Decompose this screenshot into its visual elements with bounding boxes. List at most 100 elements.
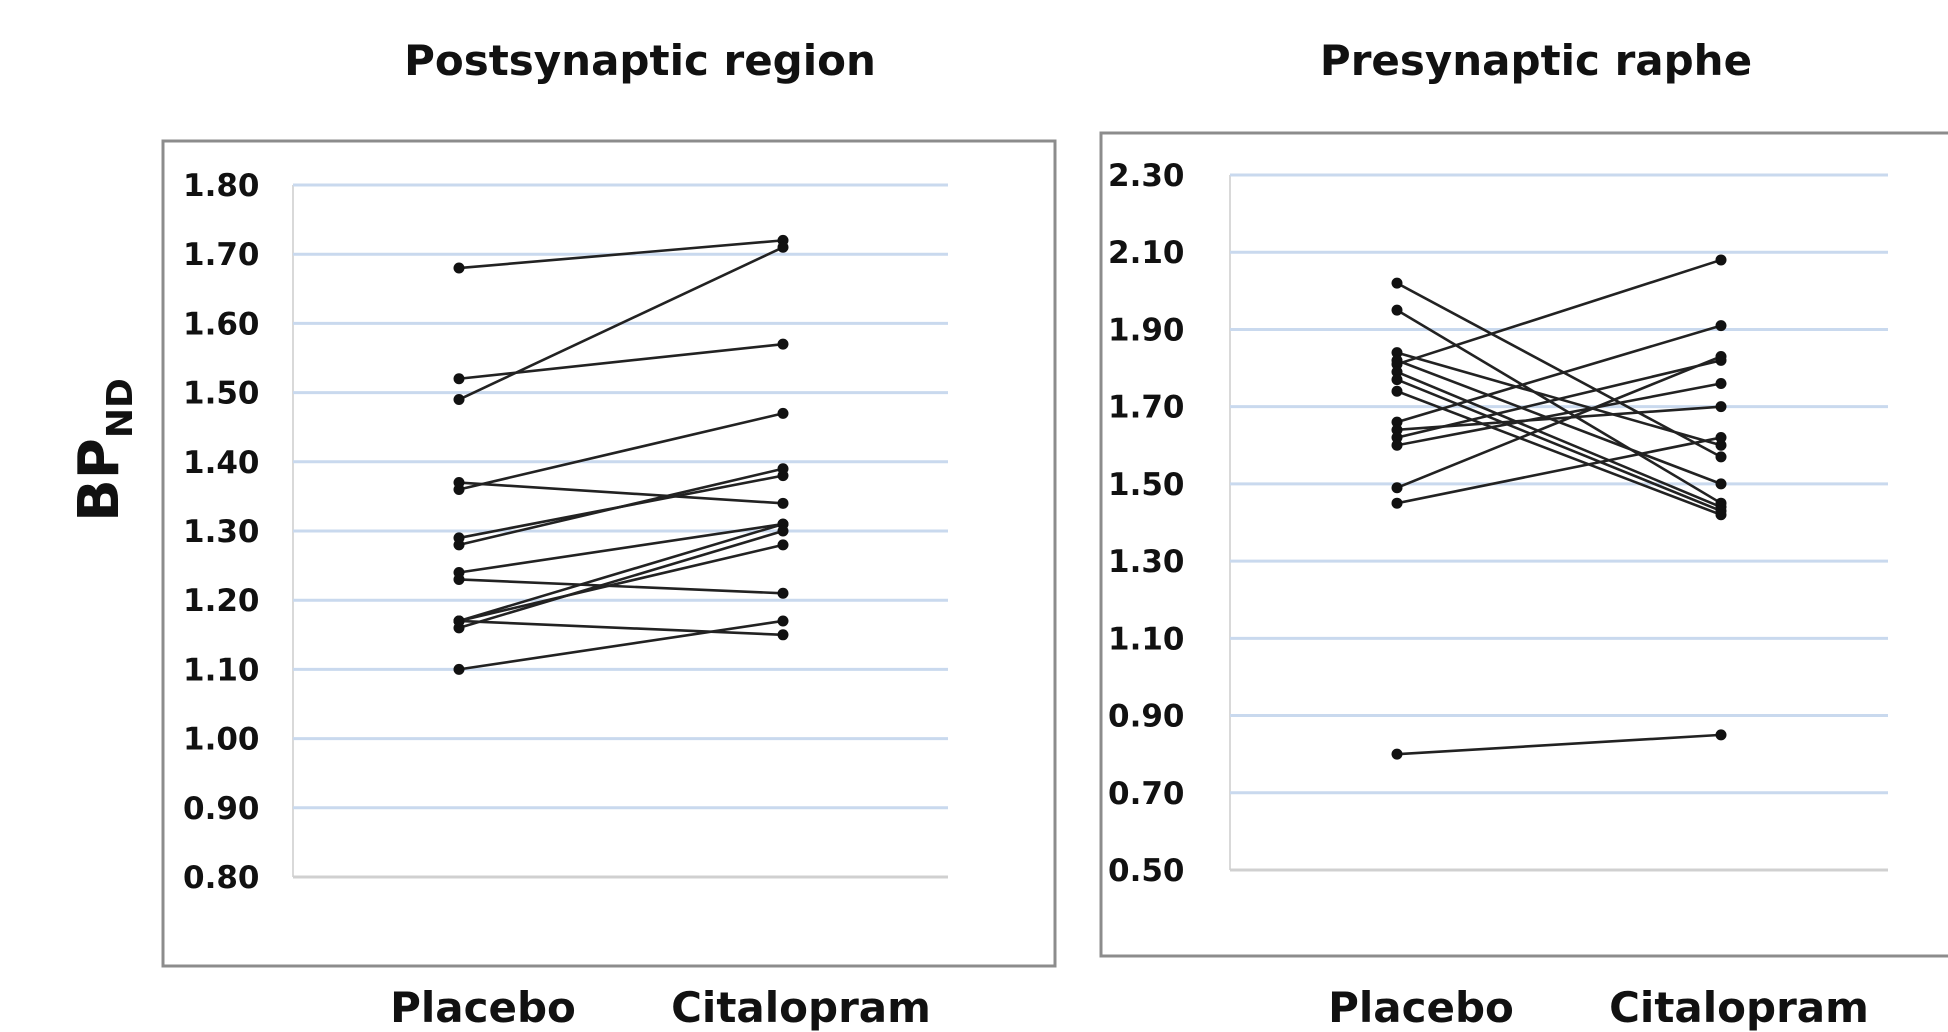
data-point-citalopram bbox=[1715, 729, 1727, 741]
chart-title: Presynaptic raphe bbox=[1320, 36, 1752, 85]
data-point-citalopram bbox=[777, 241, 789, 253]
subject-line bbox=[458, 619, 784, 671]
subject-line bbox=[458, 529, 784, 630]
data-point-placebo bbox=[1391, 482, 1403, 494]
gridlines bbox=[292, 183, 948, 879]
y-tick-label: 1.70 bbox=[183, 237, 260, 273]
subject-line bbox=[1396, 390, 1722, 516]
data-point-placebo bbox=[453, 573, 465, 585]
y-tick-label: 2.30 bbox=[1108, 158, 1185, 194]
y-tick-label: 1.30 bbox=[1108, 544, 1185, 580]
data-point-placebo bbox=[453, 539, 465, 551]
y-tick-label: 1.40 bbox=[183, 445, 260, 481]
subject-line bbox=[458, 481, 784, 505]
y-tick-label: 0.50 bbox=[1108, 853, 1185, 889]
data-point-placebo bbox=[1391, 358, 1403, 370]
subject-line bbox=[458, 467, 784, 547]
y-axis-label-subscript: ND bbox=[100, 378, 141, 438]
category-label: Placebo bbox=[1328, 983, 1514, 1032]
category-label: Citalopram bbox=[1609, 983, 1869, 1032]
data-lines bbox=[1391, 254, 1727, 760]
y-tick-label: 1.50 bbox=[1108, 467, 1185, 503]
data-point-placebo bbox=[1391, 374, 1403, 386]
y-tick-label: 0.90 bbox=[1108, 699, 1185, 735]
subject-line bbox=[1396, 359, 1722, 439]
data-point-citalopram bbox=[1715, 378, 1727, 389]
y-axis-label-main: BP bbox=[67, 438, 132, 522]
data-point-citalopram bbox=[777, 407, 789, 419]
subject-line bbox=[1396, 370, 1722, 509]
subject-line bbox=[1396, 436, 1722, 505]
data-point-placebo bbox=[453, 262, 465, 274]
category-label: Placebo bbox=[390, 983, 576, 1032]
subject-line bbox=[1396, 733, 1722, 756]
data-point-citalopram bbox=[777, 539, 789, 551]
subject-line bbox=[458, 239, 784, 270]
data-point-citalopram bbox=[777, 615, 789, 627]
category-labels: Placebo Citalopram bbox=[1328, 983, 1869, 1032]
data-point-placebo bbox=[1391, 497, 1403, 509]
chart-frame bbox=[161, 139, 1057, 968]
data-point-placebo bbox=[453, 394, 465, 406]
y-tick-label: 1.10 bbox=[183, 652, 260, 688]
category-labels: Placebo Citalopram bbox=[390, 983, 931, 1032]
data-lines bbox=[453, 234, 789, 675]
data-point-placebo bbox=[453, 663, 465, 675]
subject-line bbox=[1396, 324, 1722, 424]
y-tick-label: 1.70 bbox=[1108, 390, 1185, 426]
y-tick-label: 2.10 bbox=[1108, 235, 1185, 271]
data-point-citalopram bbox=[1715, 478, 1727, 490]
data-point-placebo bbox=[1391, 416, 1403, 428]
data-point-citalopram bbox=[1715, 350, 1727, 362]
subject-line bbox=[458, 543, 784, 623]
data-point-citalopram bbox=[1715, 439, 1727, 451]
data-point-placebo bbox=[1391, 347, 1403, 359]
data-point-placebo bbox=[453, 477, 465, 489]
data-point-citalopram bbox=[777, 463, 789, 475]
subject-line bbox=[1396, 281, 1722, 459]
y-tick-label: 0.90 bbox=[183, 791, 260, 827]
subject-line bbox=[1396, 355, 1722, 489]
data-point-placebo bbox=[1391, 432, 1403, 444]
y-tick-label: 1.80 bbox=[183, 168, 260, 204]
y-tick-label: 1.00 bbox=[183, 722, 260, 758]
subject-line bbox=[458, 619, 784, 637]
gridlines bbox=[1229, 173, 1888, 872]
data-point-citalopram bbox=[1715, 401, 1727, 413]
subject-line bbox=[1396, 382, 1722, 447]
y-tick-label: 1.60 bbox=[183, 306, 260, 342]
data-point-citalopram bbox=[1715, 451, 1727, 463]
data-point-placebo bbox=[1391, 304, 1403, 316]
data-point-citalopram bbox=[777, 338, 789, 350]
data-point-citalopram bbox=[777, 587, 789, 599]
data-point-citalopram bbox=[1715, 254, 1727, 266]
y-tick-label: 1.30 bbox=[183, 514, 260, 550]
y-tick-labels: 0.80 0.90 1.00 1.10 1.20 1.30 1.40 1.50 1.60 1.70… bbox=[183, 168, 260, 896]
data-point-citalopram bbox=[777, 497, 789, 509]
subject-line bbox=[1396, 378, 1722, 513]
data-point-placebo bbox=[1391, 748, 1403, 760]
y-axis-label: BPND bbox=[67, 378, 141, 522]
y-tick-label: 1.50 bbox=[183, 376, 260, 412]
category-label: Citalopram bbox=[671, 983, 931, 1032]
y-tick-label: 0.70 bbox=[1108, 776, 1185, 812]
subject-line bbox=[1396, 258, 1722, 366]
data-point-citalopram bbox=[1715, 320, 1727, 332]
chart-frame bbox=[1099, 131, 1948, 958]
data-point-placebo bbox=[1391, 277, 1403, 289]
data-point-placebo bbox=[1391, 439, 1403, 451]
subject-line bbox=[458, 412, 784, 491]
y-tick-label: 0.80 bbox=[183, 860, 260, 896]
data-point-placebo bbox=[453, 615, 465, 627]
data-point-citalopram bbox=[777, 525, 789, 537]
y-tick-label: 1.20 bbox=[183, 583, 260, 619]
subject-line bbox=[458, 522, 784, 574]
data-point-citalopram bbox=[777, 629, 789, 641]
chart-postsynaptic-region: Postsynaptic region 0.80 0.90 1.00 1.10 1.20… bbox=[161, 36, 1057, 1032]
chart-presynaptic-raphe: Presynaptic raphe 0.50 0.70 0.90 1.10 1.30 1.… bbox=[1099, 36, 1948, 1032]
y-tick-label: 1.10 bbox=[1108, 621, 1185, 657]
subject-line bbox=[458, 522, 784, 623]
subject-line bbox=[1396, 309, 1722, 505]
subject-line bbox=[458, 342, 784, 381]
